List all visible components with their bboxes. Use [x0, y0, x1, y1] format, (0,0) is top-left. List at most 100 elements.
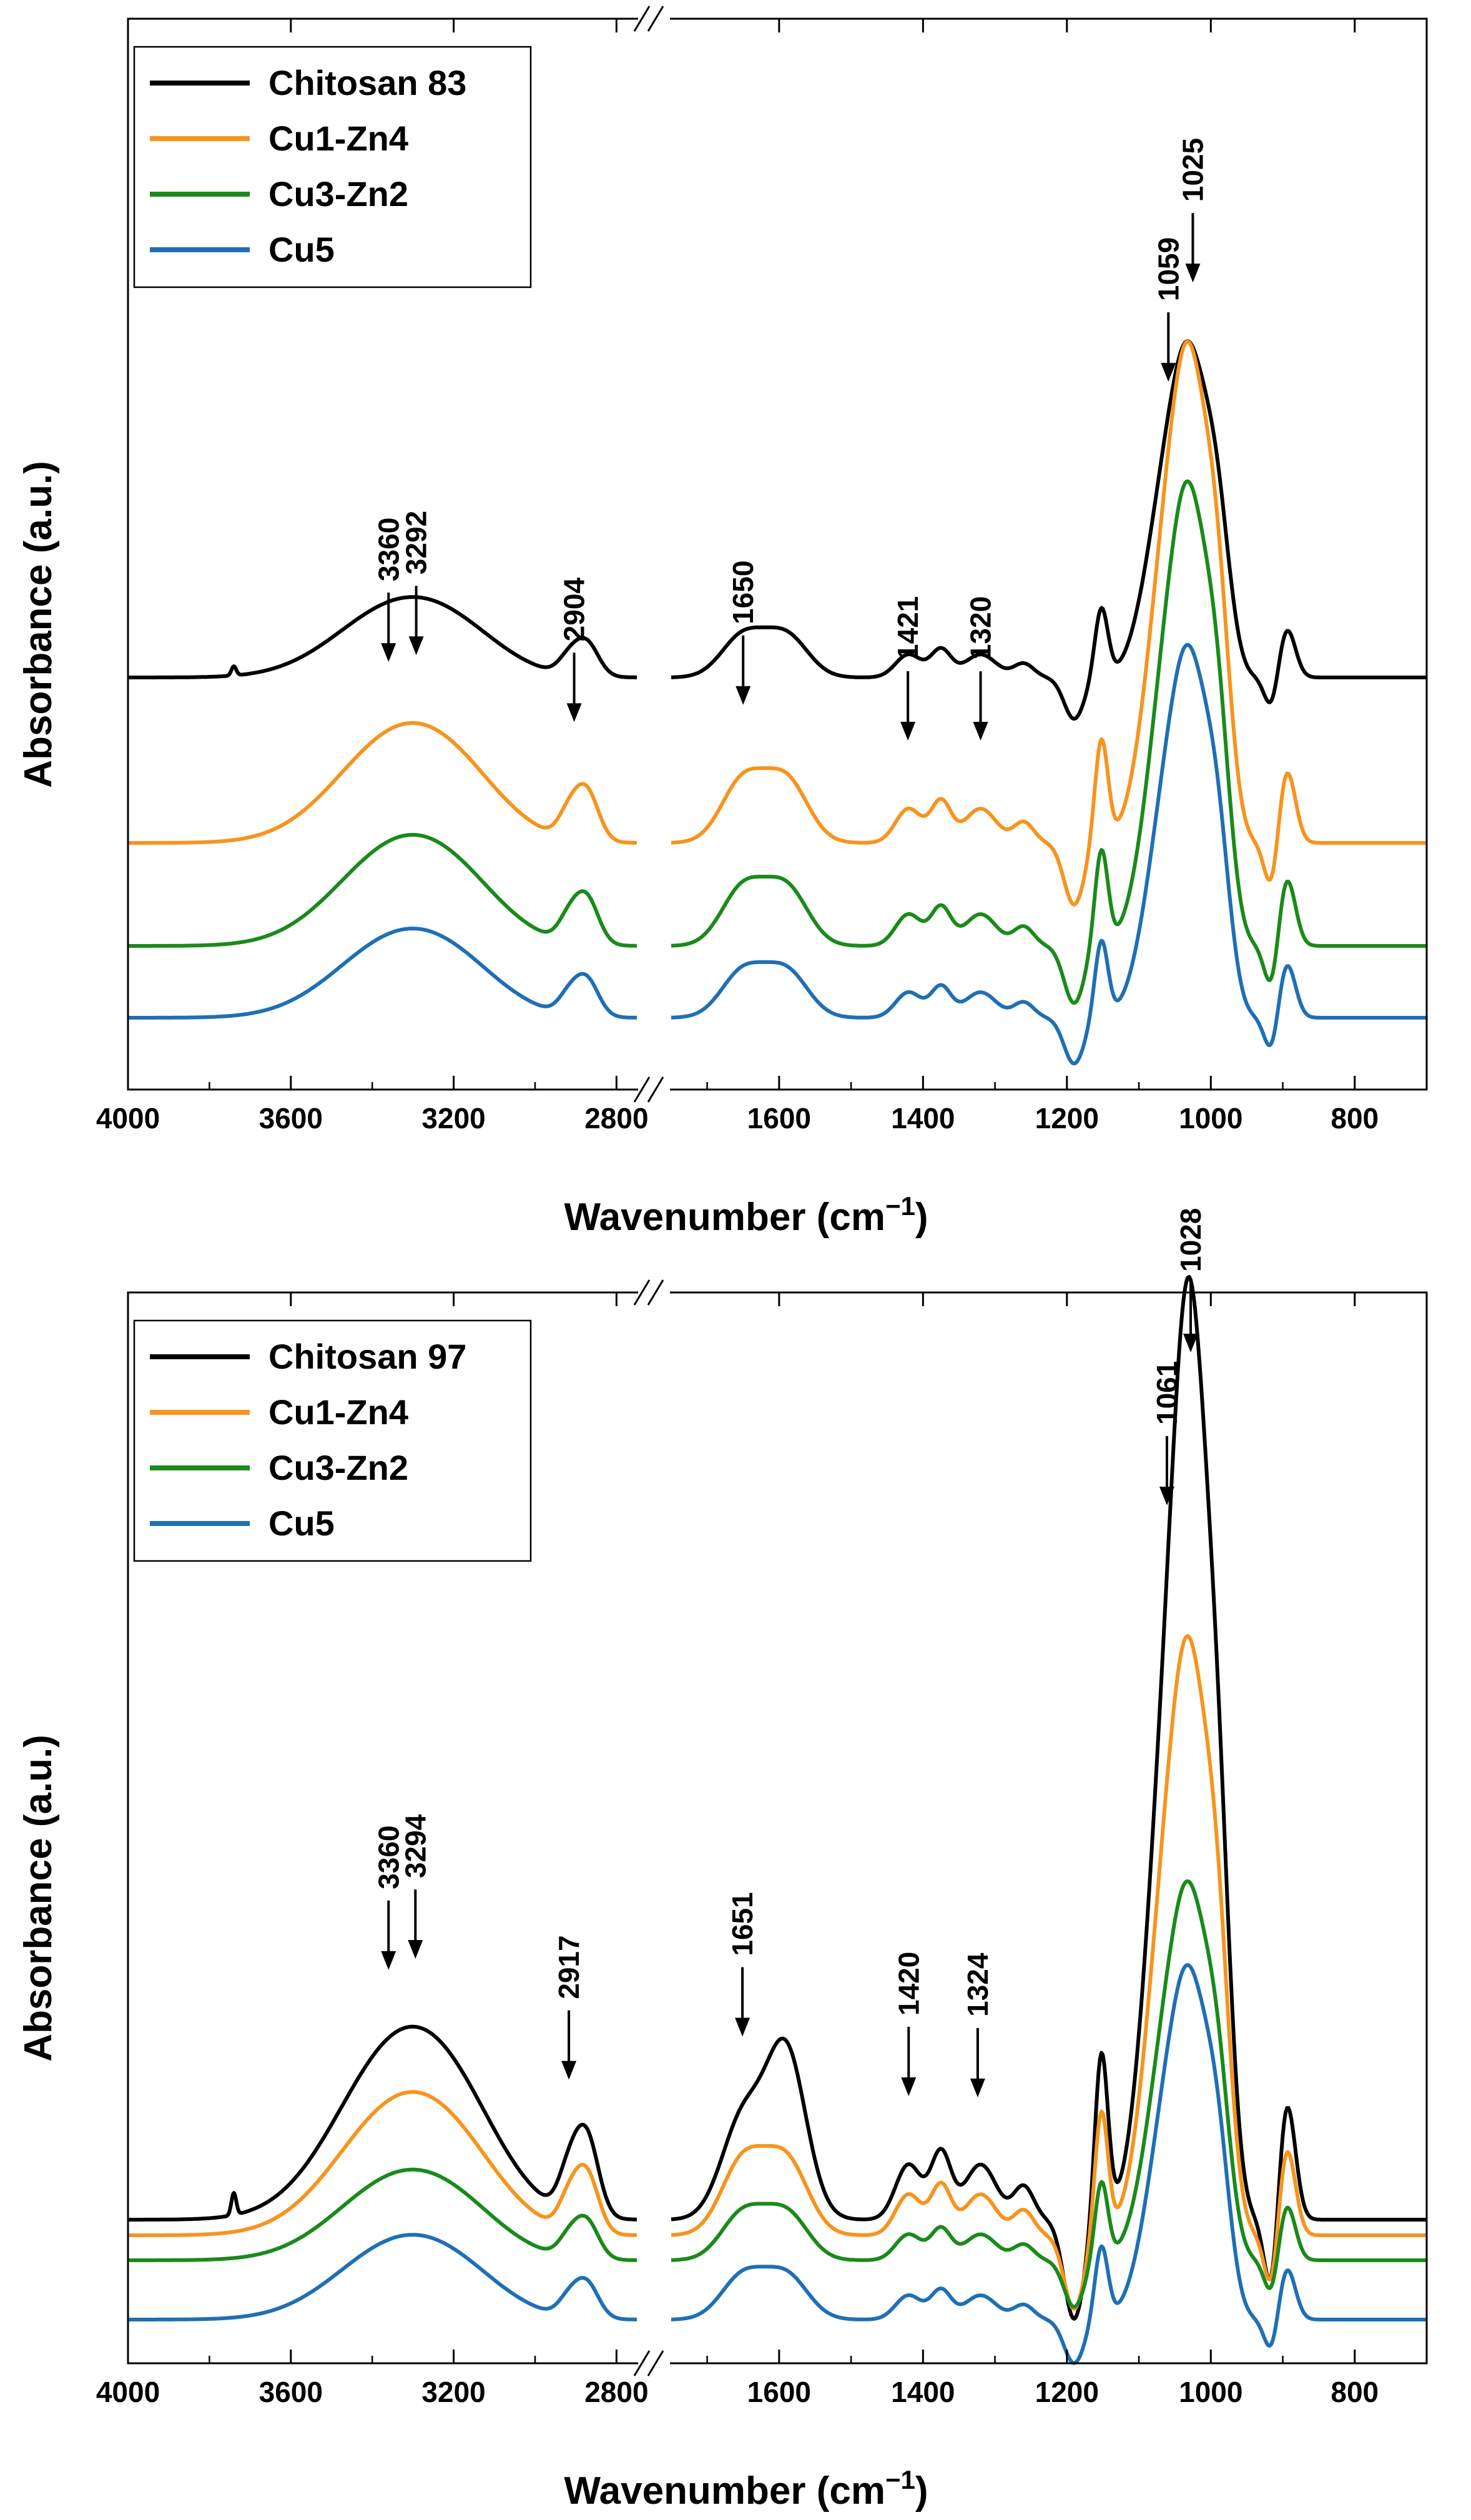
top-annotation-arrowhead-3360 [381, 643, 396, 662]
top-tick-label-3600: 3600 [259, 1102, 323, 1134]
top-annotation-arrowhead-3292 [408, 636, 424, 656]
bottom-axes-frame [127, 1279, 1428, 2376]
top-tick-label-1600: 1600 [747, 1102, 811, 1134]
top-series-chitosan-line [671, 339, 1427, 721]
bottom-legend-label-1: Cu1-Zn4 [268, 1392, 408, 1432]
top-break-mark [633, 1076, 651, 1103]
bottom-legend: Chitosan 97 Cu1-Zn4 Cu3-Zn2 Cu5 [133, 1319, 532, 1562]
bottom-annotation-label-1061: 1061 [1151, 1361, 1183, 1425]
top-annotation-label-1320: 1320 [965, 596, 997, 660]
bottom-tick-label-1600: 1600 [747, 2376, 811, 2408]
bottom-legend-label-2: Cu3-Zn2 [268, 1448, 408, 1487]
bottom-series-chitosan-line [671, 1275, 1427, 2321]
bottom-legend-label-0: Chitosan 97 [268, 1337, 466, 1376]
top-tick-label-2800: 2800 [584, 1102, 648, 1134]
bottom-tick-label-4000: 4000 [96, 2376, 160, 2408]
bottom-annotation-label-2917: 2917 [553, 1935, 585, 1999]
bottom-axis-break-gap-bottom [638, 2360, 670, 2367]
top-series-cu3-zn2-line [671, 479, 1427, 1005]
bottom-x-axis-label: Wavenumber (cm−1) [564, 2465, 928, 2513]
top-y-axis-label: Absorbance (a.u.) [17, 461, 60, 788]
bottom-legend-label-3: Cu5 [268, 1504, 335, 1543]
bottom-series-cu1-zn4-line [671, 1634, 1427, 2311]
top-axis-break-gap-bottom [638, 1086, 670, 1093]
bottom-tick-label-3600: 3600 [259, 2376, 323, 2408]
bottom-series-cu1-zn4-line [127, 2090, 638, 2237]
top-annotation-label-3360: 3360 [372, 518, 405, 581]
bottom-annotation-label-1324: 1324 [962, 1952, 994, 2017]
bottom-series-cu3-zn2-line [127, 2167, 638, 2262]
top-tick-label-1000: 1000 [1179, 1102, 1242, 1134]
bottom-legend-box [133, 1319, 532, 1562]
top-legend-label-1: Cu1-Zn4 [268, 119, 408, 158]
bottom-series-chitosan-line [127, 2024, 638, 2222]
bottom-annotation-label-1028: 1028 [1174, 1208, 1207, 1272]
bottom-tick-label-1000: 1000 [1179, 2376, 1242, 2408]
bottom-tick-label-2800: 2800 [584, 2376, 648, 2408]
bottom-annotation-label-3294: 3294 [399, 1814, 431, 1878]
bottom-annotation-label-1651: 1651 [726, 1892, 759, 1956]
bottom-x-ticks: 4000 3600 3200 2800 1600 1400 1200 1000 800 [96, 1292, 1428, 2408]
bottom-series-cu5-line [671, 1963, 1427, 2365]
top-series-cu5-line [671, 642, 1427, 1066]
top-plot-area [127, 339, 1427, 1066]
top-legend-box [133, 46, 532, 288]
bottom-series-cu3-zn2-line [671, 1879, 1427, 2309]
top-annotation-arrowhead-1650 [736, 686, 751, 705]
top-legend-label-2: Cu3-Zn2 [268, 174, 408, 214]
top-series-cu1-zn4-line [671, 340, 1427, 907]
top-annotation-arrowhead-1320 [973, 722, 988, 741]
top-legend: Chitosan 83 Cu1-Zn4 Cu3-Zn2 Cu5 [133, 46, 532, 288]
top-annotation-label-1650: 1650 [727, 561, 759, 624]
bottom-annotation-arrowhead-1061 [1159, 1487, 1174, 1506]
top-break-mark [647, 6, 664, 32]
bottom-annotation-arrowhead-1651 [735, 2017, 750, 2037]
top-annotation-arrowhead-1025 [1185, 263, 1201, 283]
top-tick-label-4000: 4000 [96, 1102, 160, 1134]
top-tick-label-800: 800 [1331, 1102, 1379, 1134]
bottom-y-axis-label: Absorbance (a.u.) [17, 1735, 60, 2062]
bottom-axis-break-gap-top [638, 1289, 670, 1296]
bottom-tick-label-3200: 3200 [421, 2376, 485, 2408]
bottom-break-mark [647, 2350, 664, 2376]
top-panel: 4000 3600 3200 2800 1600 1400 1200 1000 800 3360… [17, 6, 1428, 1239]
top-annotation-arrowhead-2904 [566, 703, 582, 722]
top-tick-label-1200: 1200 [1035, 1102, 1099, 1134]
bottom-tick-label-1400: 1400 [891, 2376, 955, 2408]
top-series-cu1-zn4-line [127, 721, 638, 845]
top-legend-label-3: Cu5 [268, 230, 335, 269]
bottom-break-mark [633, 1279, 651, 1306]
top-annotation-arrowhead-1421 [900, 721, 916, 741]
top-annotation-label-1059: 1059 [1152, 237, 1184, 301]
top-axes-frame [127, 6, 1428, 1103]
bottom-annotation-arrowhead-1028 [1183, 1334, 1199, 1352]
bottom-tick-label-1200: 1200 [1035, 2376, 1099, 2408]
bottom-annotation-label-1420: 1420 [892, 1952, 925, 2016]
bottom-break-mark [633, 2350, 651, 2376]
bottom-annotation-label-3360: 3360 [372, 1825, 405, 1889]
bottom-annotation-arrowhead-3294 [408, 1940, 423, 1959]
top-annotation-label-1025: 1025 [1176, 138, 1209, 202]
top-axis-break-gap-top [638, 15, 670, 22]
bottom-annotation-arrowhead-2917 [561, 2060, 577, 2080]
top-axes-box [127, 17, 1428, 1091]
top-legend-label-0: Chitosan 83 [268, 63, 466, 102]
bottom-axes-box [127, 1291, 1428, 2365]
top-series-cu5-line [127, 927, 638, 1020]
top-break-mark [647, 1076, 664, 1103]
top-annotation-label-2904: 2904 [558, 578, 591, 642]
top-annotation-arrowhead-1059 [1161, 363, 1176, 382]
bottom-tick-label-800: 800 [1331, 2376, 1379, 2408]
top-tick-label-1400: 1400 [891, 1102, 955, 1134]
top-x-ticks: 4000 3600 3200 2800 1600 1400 1200 1000 800 [96, 19, 1428, 1134]
bottom-panel: 4000 3600 3200 2800 1600 1400 1200 1000 800 3360… [17, 1208, 1428, 2513]
bottom-annotation-arrowhead-1420 [901, 2077, 917, 2097]
top-break-mark [633, 6, 651, 32]
bottom-annotation-arrowhead-3360 [381, 1951, 396, 1970]
bottom-break-mark [647, 1279, 664, 1306]
top-x-axis-label: Wavenumber (cm−1) [564, 1191, 928, 1239]
